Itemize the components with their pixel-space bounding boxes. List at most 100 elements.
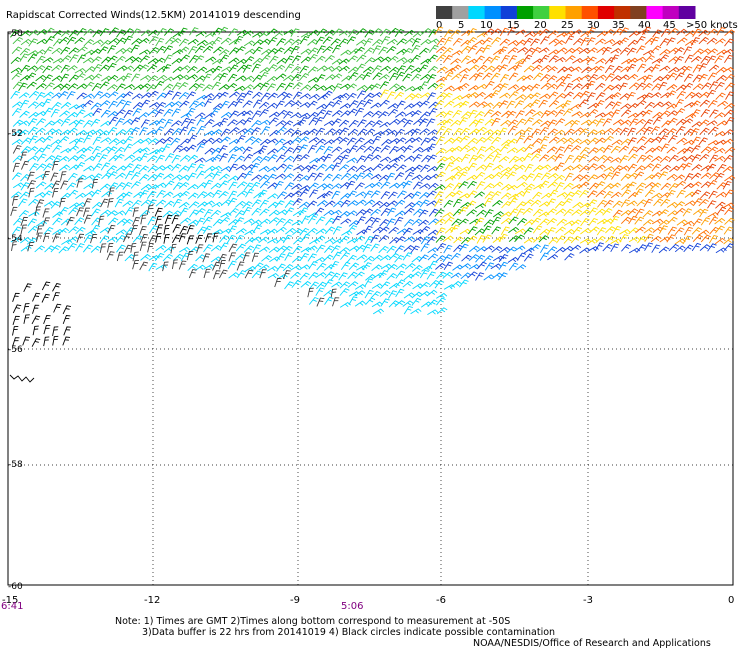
wind-barb <box>499 144 510 152</box>
wind-barb <box>74 119 85 128</box>
wind-barb <box>170 100 182 108</box>
wind-barb <box>67 172 78 181</box>
wind-barb <box>356 155 366 164</box>
wind-barb <box>42 190 53 199</box>
legend-label-10: 10 <box>480 20 493 31</box>
wind-barb <box>514 190 526 197</box>
wind-barb <box>636 127 648 135</box>
wind-barb <box>99 100 111 107</box>
wind-barb <box>194 83 205 92</box>
wind-barb <box>236 270 247 279</box>
wind-barb <box>388 300 400 308</box>
wind-barb <box>629 118 639 127</box>
wind-barb <box>66 91 76 100</box>
wind-barb <box>492 181 504 189</box>
wind-barb <box>162 253 173 262</box>
wind-barb <box>27 146 39 153</box>
legend-swatch <box>452 6 469 19</box>
wind-barb <box>403 103 415 110</box>
wind-barb <box>83 112 95 118</box>
wind-barb <box>123 73 133 82</box>
wind-barb <box>692 234 704 243</box>
wind-barb <box>628 215 638 225</box>
wind-barb <box>683 146 694 154</box>
wind-barb <box>307 164 318 173</box>
wind-barb <box>162 64 172 73</box>
wind-barb <box>290 65 302 74</box>
wind-barb <box>115 234 126 243</box>
wind-barb <box>20 99 30 109</box>
wind-barb <box>147 165 158 173</box>
wind-barb <box>236 135 246 144</box>
wind-barb <box>338 137 350 145</box>
wind-barb <box>131 199 142 208</box>
wind-barb <box>12 119 24 127</box>
wind-barb <box>316 297 325 307</box>
wind-barb <box>212 65 223 74</box>
wind-barb <box>204 112 216 119</box>
wind-barb <box>668 47 680 54</box>
wind-barb <box>546 154 558 162</box>
wind-barb <box>332 136 343 143</box>
wind-barb <box>228 225 237 234</box>
wind-barb <box>258 101 270 109</box>
wind-barb <box>27 155 39 162</box>
wind-barb <box>564 191 575 200</box>
wind-barb <box>570 119 581 128</box>
wind-barb <box>259 155 270 164</box>
wind-barb <box>178 165 190 173</box>
wind-barb <box>283 164 294 173</box>
wind-barb <box>459 279 469 288</box>
wind-barb <box>666 234 676 243</box>
wind-barb <box>20 30 32 37</box>
wind-barb <box>365 274 376 281</box>
wind-barb <box>202 45 214 53</box>
wind-barb <box>34 192 46 198</box>
wind-barb <box>523 37 534 46</box>
legend-swatch <box>516 6 534 19</box>
wind-barb <box>41 293 50 303</box>
wind-barb <box>274 47 285 55</box>
wind-barb <box>637 63 647 72</box>
wind-barb <box>163 28 175 36</box>
wind-barb <box>148 102 161 108</box>
wind-barb <box>426 289 438 297</box>
wind-barb <box>636 136 647 144</box>
wind-barb <box>162 210 173 218</box>
wind-barb <box>252 74 263 83</box>
wind-barb <box>92 128 104 135</box>
wind-barb <box>147 58 159 65</box>
wind-barb <box>122 233 132 243</box>
wind-barb <box>322 90 333 98</box>
wind-barb <box>211 154 222 162</box>
wind-barb <box>50 108 60 118</box>
wind-barb <box>236 261 245 271</box>
wind-barb <box>130 181 141 189</box>
wind-barb <box>370 173 382 180</box>
wind-barb <box>682 118 694 125</box>
wind-barb <box>434 100 445 108</box>
wind-barb <box>396 57 408 63</box>
wind-barb <box>475 91 486 99</box>
wind-barb <box>228 28 239 37</box>
wind-barb <box>291 73 302 82</box>
wind-barb <box>299 93 311 99</box>
wind-barb <box>572 46 583 54</box>
wind-barb <box>219 242 229 251</box>
wind-barb <box>266 102 278 110</box>
wind-barb <box>27 180 36 189</box>
wind-barb <box>692 198 703 207</box>
wind-barb <box>627 208 639 216</box>
wind-barb <box>325 128 336 136</box>
wind-barb <box>275 226 287 234</box>
wind-barb <box>275 138 286 146</box>
wind-barb <box>187 126 197 136</box>
wind-barb <box>76 92 87 100</box>
wind-barb <box>516 174 528 182</box>
wind-barb <box>227 260 237 270</box>
legend-swatch <box>662 6 680 19</box>
wind-barb <box>482 129 494 136</box>
wind-barb <box>283 46 295 55</box>
wind-barb <box>571 209 583 216</box>
wind-barb <box>388 163 399 171</box>
